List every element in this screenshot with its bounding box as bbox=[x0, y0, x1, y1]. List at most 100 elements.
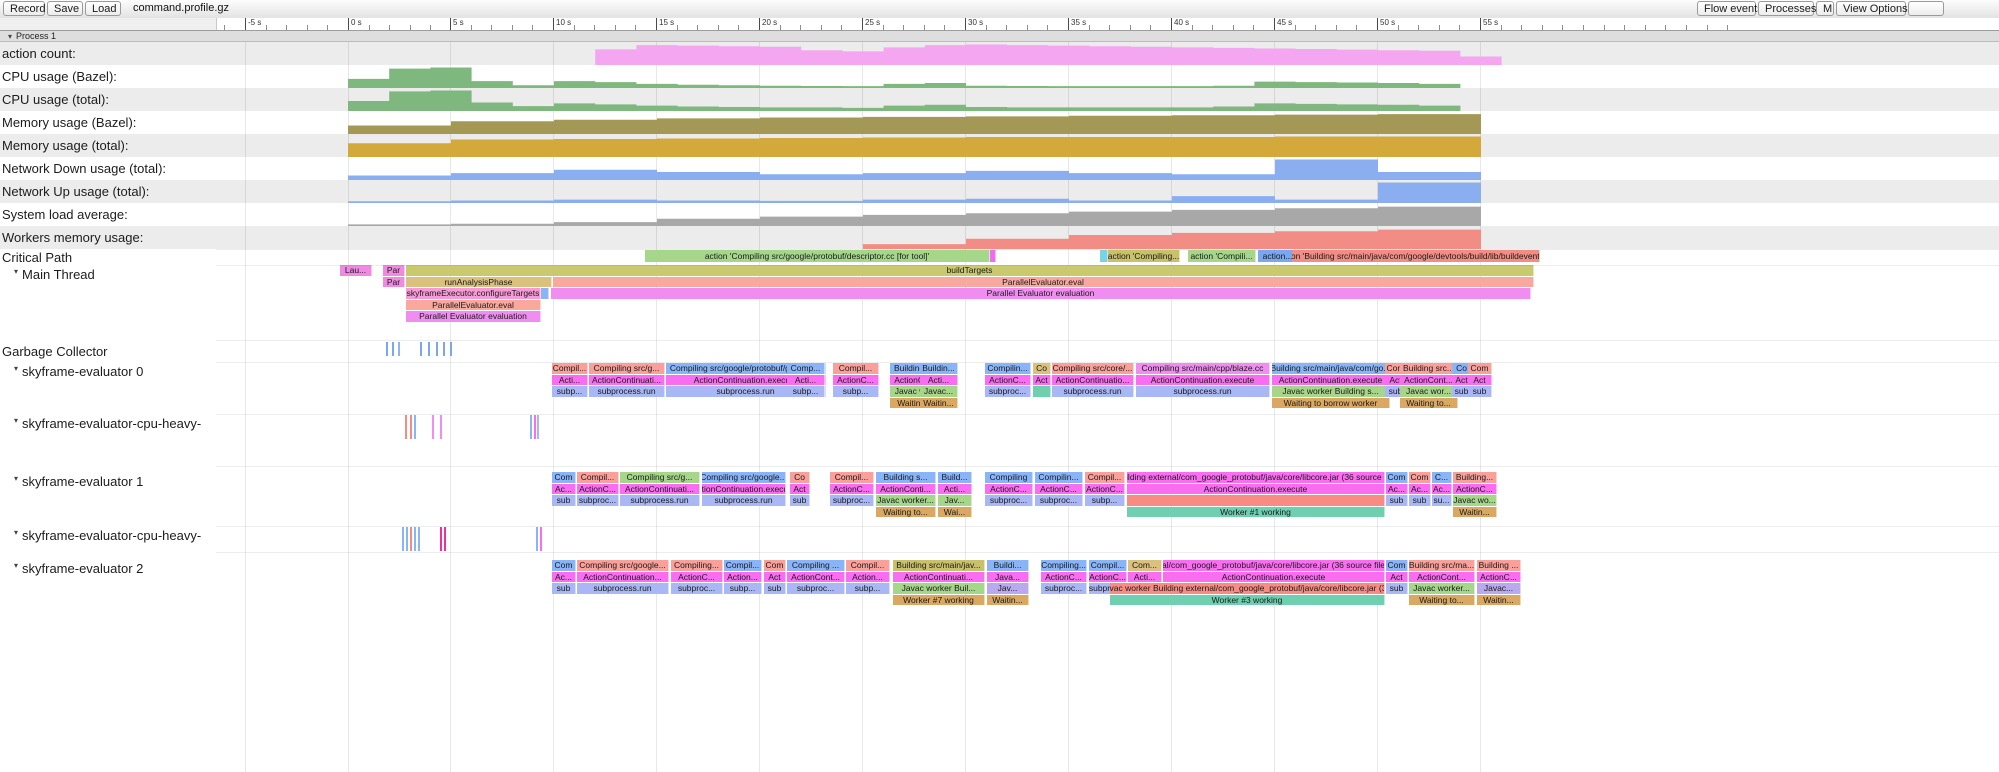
trace-slice[interactable]: Wai... bbox=[938, 506, 972, 518]
trace-slice[interactable]: Javac... bbox=[1477, 583, 1521, 594]
track-canvas[interactable]: action 'Compiling src/google/protobuf/de… bbox=[216, 249, 1999, 265]
trace-slice[interactable]: Building... bbox=[1453, 472, 1497, 483]
trace-slice[interactable]: Waiting to... bbox=[876, 506, 936, 518]
trace-slice[interactable] bbox=[1127, 495, 1385, 506]
trace-slice[interactable] bbox=[1033, 386, 1051, 397]
trace-slice[interactable]: Parallel Evaluator evaluation bbox=[551, 288, 1531, 299]
trace-instant-marker[interactable] bbox=[440, 527, 442, 551]
load-button[interactable]: Load bbox=[85, 1, 121, 16]
trace-slice[interactable]: Ac... bbox=[1386, 483, 1408, 495]
trace-slice[interactable]: subprocess.run bbox=[620, 495, 700, 506]
trace-slice[interactable]: sub bbox=[764, 583, 786, 594]
trace-slice[interactable]: Acti... bbox=[552, 374, 588, 386]
trace-slice[interactable]: Acti... bbox=[938, 483, 972, 495]
trace-slice[interactable]: sub bbox=[1468, 386, 1492, 397]
trace-slice[interactable]: ActionContinuati... bbox=[589, 374, 665, 386]
thread-label-skyframe-evaluator-0[interactable]: ▾ skyframe-evaluator 0 bbox=[0, 362, 216, 414]
trace-slice[interactable]: Compil... bbox=[830, 472, 874, 483]
trace-slice[interactable]: Javac wor... bbox=[1400, 386, 1458, 397]
trace-slice[interactable]: Building external/com_google_protobuf/ja… bbox=[1127, 472, 1385, 483]
trace-instant-marker[interactable] bbox=[414, 415, 416, 439]
trace-instant-marker[interactable] bbox=[406, 527, 408, 551]
trace-slice[interactable]: sub bbox=[1409, 495, 1431, 506]
trace-slice[interactable]: Compiling src/google... bbox=[702, 472, 786, 483]
trace-slice[interactable]: Compiling src/g... bbox=[589, 363, 665, 374]
trace-slice[interactable]: C... bbox=[1432, 472, 1452, 483]
trace-slice[interactable]: Compiling src/google/protobuf/generat... bbox=[666, 363, 826, 374]
trace-slice[interactable]: ActionContinuation.execute bbox=[1163, 571, 1385, 583]
processes-button[interactable]: Processes bbox=[1758, 1, 1816, 16]
trace-instant-marker[interactable] bbox=[410, 415, 412, 439]
trace-slice[interactable]: subproc... bbox=[1041, 583, 1087, 594]
trace-instant-marker[interactable] bbox=[420, 342, 422, 356]
trace-slice[interactable]: subprocess.run bbox=[1052, 386, 1134, 397]
trace-slice[interactable]: subp... bbox=[552, 386, 588, 397]
trace-slice[interactable]: Action... bbox=[846, 571, 890, 583]
trace-slice[interactable]: Waitin... bbox=[1453, 506, 1497, 518]
trace-slice[interactable]: subp... bbox=[833, 386, 879, 397]
trace-slice[interactable]: Javac worker Buil... bbox=[893, 583, 985, 594]
trace-slice[interactable]: ActionContinuation.execute bbox=[1272, 374, 1390, 386]
trace-instant-marker[interactable] bbox=[436, 342, 438, 356]
trace-slice[interactable]: Buildi... bbox=[987, 560, 1029, 571]
chevron-down-icon[interactable]: ▾ bbox=[14, 267, 19, 276]
trace-slice[interactable]: Javac worker Building s... bbox=[1272, 386, 1390, 397]
trace-slice[interactable]: Lau... bbox=[340, 265, 372, 276]
thread-label-skyframe-evaluator-1[interactable]: ▾ skyframe-evaluator 1 bbox=[0, 466, 216, 526]
chevron-down-icon[interactable]: ▾ bbox=[14, 474, 19, 483]
trace-slice[interactable]: ParallelEvaluator.eval bbox=[553, 276, 1534, 287]
metrics-button[interactable]: M bbox=[1816, 1, 1834, 16]
trace-instant-marker[interactable] bbox=[392, 342, 394, 356]
trace-slice[interactable]: Compiling src/core/... bbox=[1052, 363, 1134, 374]
trace-slice[interactable]: Compil... bbox=[846, 560, 890, 571]
trace-slice[interactable]: sub bbox=[1386, 495, 1408, 506]
trace-slice[interactable]: subprocess.run bbox=[1136, 386, 1270, 397]
track-canvas[interactable] bbox=[216, 42, 1999, 65]
trace-slice[interactable]: Javac wo... bbox=[1453, 495, 1497, 506]
trace-slice[interactable]: Act bbox=[764, 571, 786, 583]
flow-events-button[interactable]: Flow events bbox=[1697, 1, 1763, 16]
trace-instant-marker[interactable] bbox=[444, 527, 446, 551]
view-options-button[interactable]: View Options bbox=[1836, 1, 1908, 16]
trace-instant-marker[interactable] bbox=[402, 527, 404, 551]
track-canvas[interactable] bbox=[216, 111, 1999, 134]
trace-slice[interactable]: Waitin... bbox=[1477, 594, 1521, 606]
trace-slice[interactable]: sub bbox=[552, 495, 576, 506]
trace-slice[interactable]: Worker #7 working bbox=[893, 594, 985, 606]
trace-slice[interactable]: Compil... bbox=[552, 363, 588, 374]
trace-slice[interactable]: Building src/main/jav... bbox=[893, 560, 985, 571]
trace-slice[interactable]: Com... bbox=[1128, 560, 1162, 571]
trace-slice[interactable]: Waiting to... bbox=[1400, 397, 1458, 409]
trace-instant-marker[interactable] bbox=[432, 415, 434, 439]
trace-slice[interactable]: Building s... bbox=[876, 472, 936, 483]
trace-slice[interactable]: action 'Compili... bbox=[1188, 250, 1256, 262]
trace-slice[interactable]: Act bbox=[1386, 571, 1408, 583]
track-canvas[interactable] bbox=[216, 414, 1999, 466]
trace-slice[interactable]: sub bbox=[790, 495, 810, 506]
trace-slice[interactable]: Com bbox=[552, 560, 576, 571]
trace-instant-marker[interactable] bbox=[537, 415, 539, 439]
trace-slice[interactable]: Compilin... bbox=[1035, 472, 1083, 483]
thread-label-skyframe-evaluator-2[interactable]: ▾ skyframe-evaluator 2 bbox=[0, 552, 216, 772]
trace-instant-marker[interactable] bbox=[398, 342, 400, 356]
trace-slice[interactable]: buildTargets bbox=[406, 265, 1534, 276]
trace-slice[interactable]: Compil... bbox=[833, 363, 879, 374]
trace-slice[interactable]: subproc... bbox=[787, 583, 845, 594]
trace-slice[interactable]: Javac worker Building external/com_googl… bbox=[1110, 583, 1385, 594]
trace-instant-marker[interactable] bbox=[414, 527, 416, 551]
trace-slice[interactable]: ParallelEvaluator.eval bbox=[406, 299, 541, 310]
trace-slice[interactable]: ActionContinuation... bbox=[577, 571, 669, 583]
trace-slice[interactable]: Compiling src/g... bbox=[620, 472, 700, 483]
trace-slice[interactable]: subp... bbox=[787, 386, 825, 397]
track-canvas[interactable]: Lau... Par buildTargets Par runAnalysisPhase… bbox=[216, 265, 1999, 340]
trace-instant-marker[interactable] bbox=[540, 527, 542, 551]
trace-slice[interactable]: Com bbox=[1468, 363, 1492, 374]
trace-slice[interactable]: subproc... bbox=[1035, 495, 1083, 506]
trace-slice[interactable]: ActionC... bbox=[1035, 483, 1083, 495]
trace-slice[interactable]: Com bbox=[764, 560, 786, 571]
trace-slice[interactable]: Compil... bbox=[577, 472, 619, 483]
trace-slice[interactable]: subp... bbox=[724, 583, 762, 594]
trace-slice[interactable]: Javac... bbox=[920, 386, 958, 397]
trace-slice[interactable]: ActionContinuation.execute bbox=[1127, 483, 1385, 495]
thread-label-main-thread[interactable]: ▾ Main Thread bbox=[0, 265, 216, 340]
